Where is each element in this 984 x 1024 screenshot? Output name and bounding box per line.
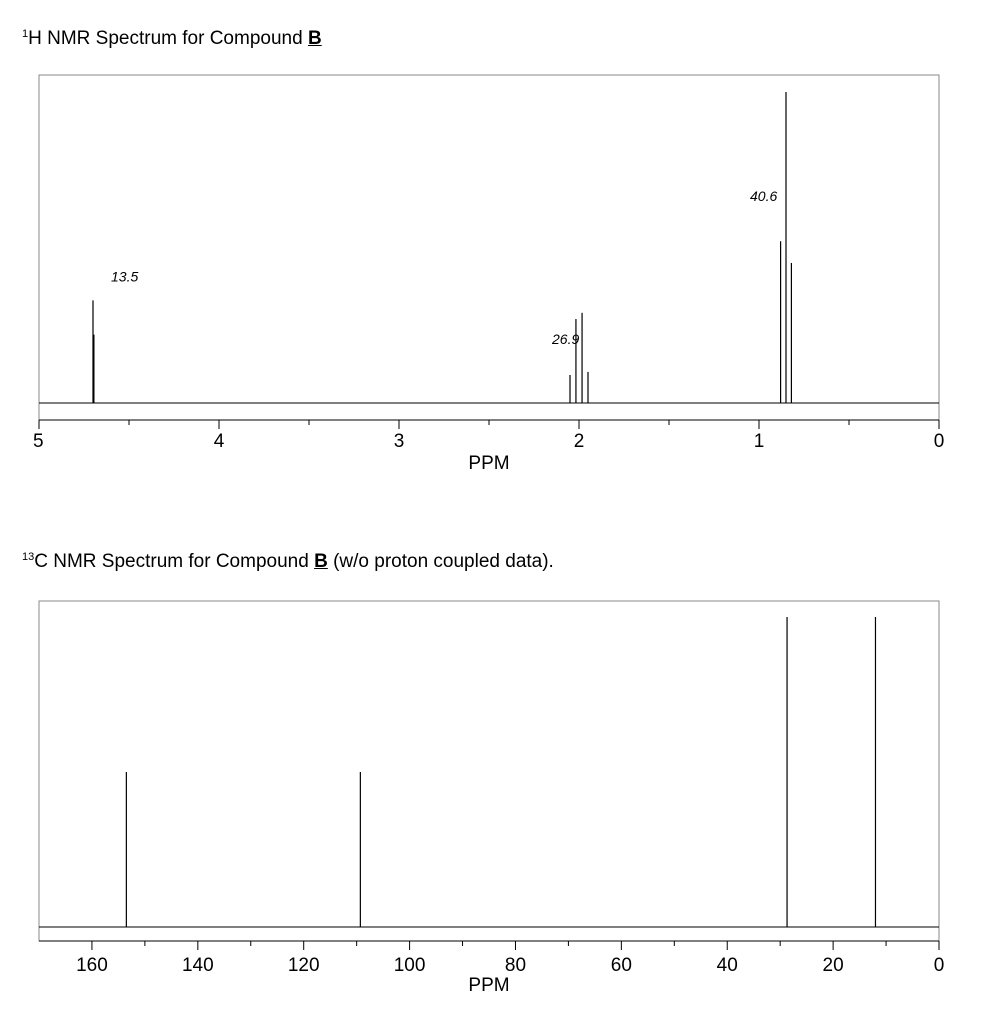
- c-nmr-heading: 13C NMR Spectrum for Compound B (w/o pro…: [22, 551, 554, 573]
- c-nmr-tick-label: 0: [934, 955, 945, 976]
- c-nmr-heading-suffix: (w/o proton coupled data).: [327, 551, 554, 572]
- c-nmr-tick-label: 20: [823, 955, 844, 976]
- h-nmr-tick-label: 5: [33, 431, 44, 452]
- c-nmr-axis-title: PPM: [468, 975, 509, 996]
- h-nmr-heading-prefix: H NMR Spectrum for Compound: [28, 28, 308, 49]
- c-nmr-heading-sup: 13: [22, 551, 35, 563]
- c-nmr-tick-label: 40: [717, 955, 738, 976]
- h-nmr-tick-label: 1: [754, 431, 765, 452]
- c-nmr-tick-label: 160: [76, 955, 108, 976]
- h-nmr-tick-label: 4: [214, 431, 225, 452]
- h-nmr-integral-label: 13.5: [111, 269, 138, 285]
- h-nmr-axis-title: PPM: [468, 453, 509, 474]
- h-nmr-integral-label: 40.6: [750, 188, 777, 204]
- h-nmr-frame: [38, 74, 940, 421]
- c-nmr-tick-label: 100: [394, 955, 426, 976]
- c-nmr-tick-label: 80: [505, 955, 526, 976]
- c-nmr-heading-prefix: C NMR Spectrum for Compound: [34, 551, 315, 572]
- h-nmr-tick-label: 3: [394, 431, 405, 452]
- h-nmr-tick-label: 2: [574, 431, 585, 452]
- c-nmr-heading-compound: B: [314, 551, 328, 572]
- h-nmr-heading-sup: 1: [22, 28, 29, 40]
- h-nmr-heading: 1H NMR Spectrum for Compound B: [22, 28, 322, 50]
- c-nmr-tick-label: 60: [611, 955, 632, 976]
- c-nmr-tick-label: 140: [182, 955, 214, 976]
- h-nmr-heading-compound: B: [307, 28, 322, 49]
- c-nmr-tick-label: 120: [288, 955, 320, 976]
- h-nmr-tick-label: 0: [934, 431, 945, 452]
- h-nmr-integral-label: 26.9: [551, 331, 579, 347]
- c-nmr-frame: [38, 600, 940, 942]
